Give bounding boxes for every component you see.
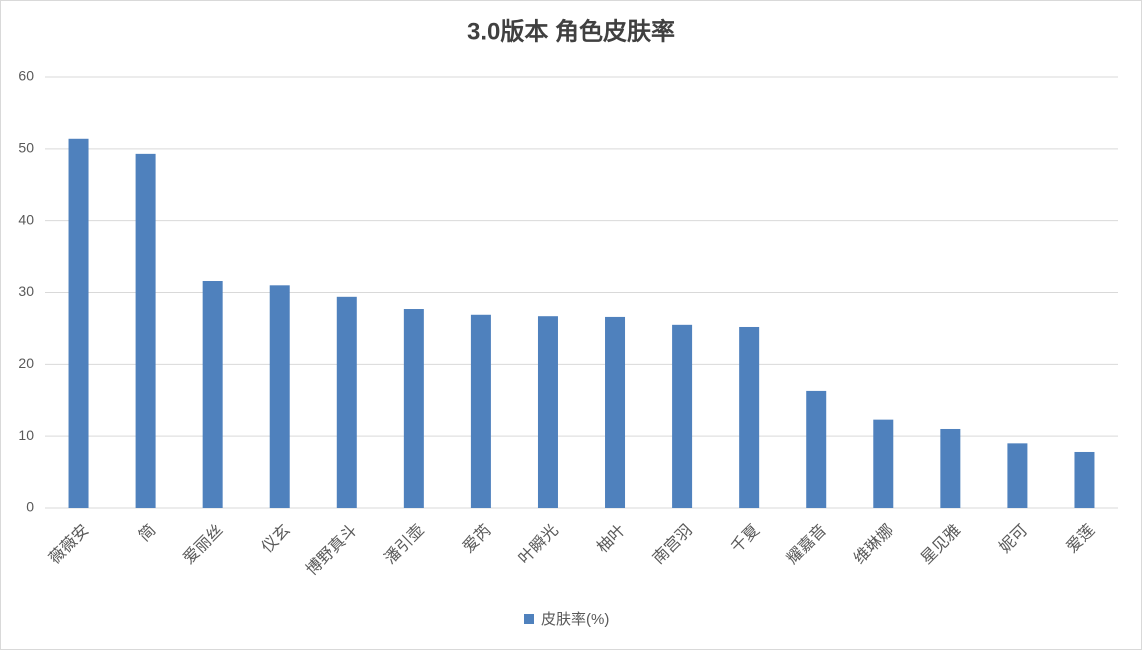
bar (940, 428, 961, 508)
bar (672, 324, 693, 508)
y-tick-label: 40 (18, 211, 34, 227)
legend-label: 皮肤率(%) (541, 611, 609, 628)
bar (336, 296, 357, 508)
bar (537, 316, 558, 508)
legend-swatch (524, 614, 534, 624)
y-tick-label: 30 (18, 283, 34, 299)
bar (739, 326, 760, 508)
bar (1074, 451, 1095, 508)
y-tick-label: 0 (26, 499, 34, 515)
bar (605, 316, 626, 508)
chart-title: 3.0版本 角色皮肤率 (467, 17, 675, 45)
bar (269, 285, 290, 508)
bar (202, 281, 223, 508)
bar (403, 309, 424, 508)
y-tick-label: 20 (18, 355, 34, 371)
bar (470, 314, 491, 508)
bar (873, 419, 894, 508)
bar (135, 153, 156, 508)
bar (1007, 443, 1028, 508)
y-tick-label: 60 (18, 68, 34, 84)
bar (806, 390, 827, 508)
y-tick-label: 50 (18, 140, 34, 156)
y-tick-label: 10 (18, 427, 34, 443)
bar (68, 138, 89, 508)
